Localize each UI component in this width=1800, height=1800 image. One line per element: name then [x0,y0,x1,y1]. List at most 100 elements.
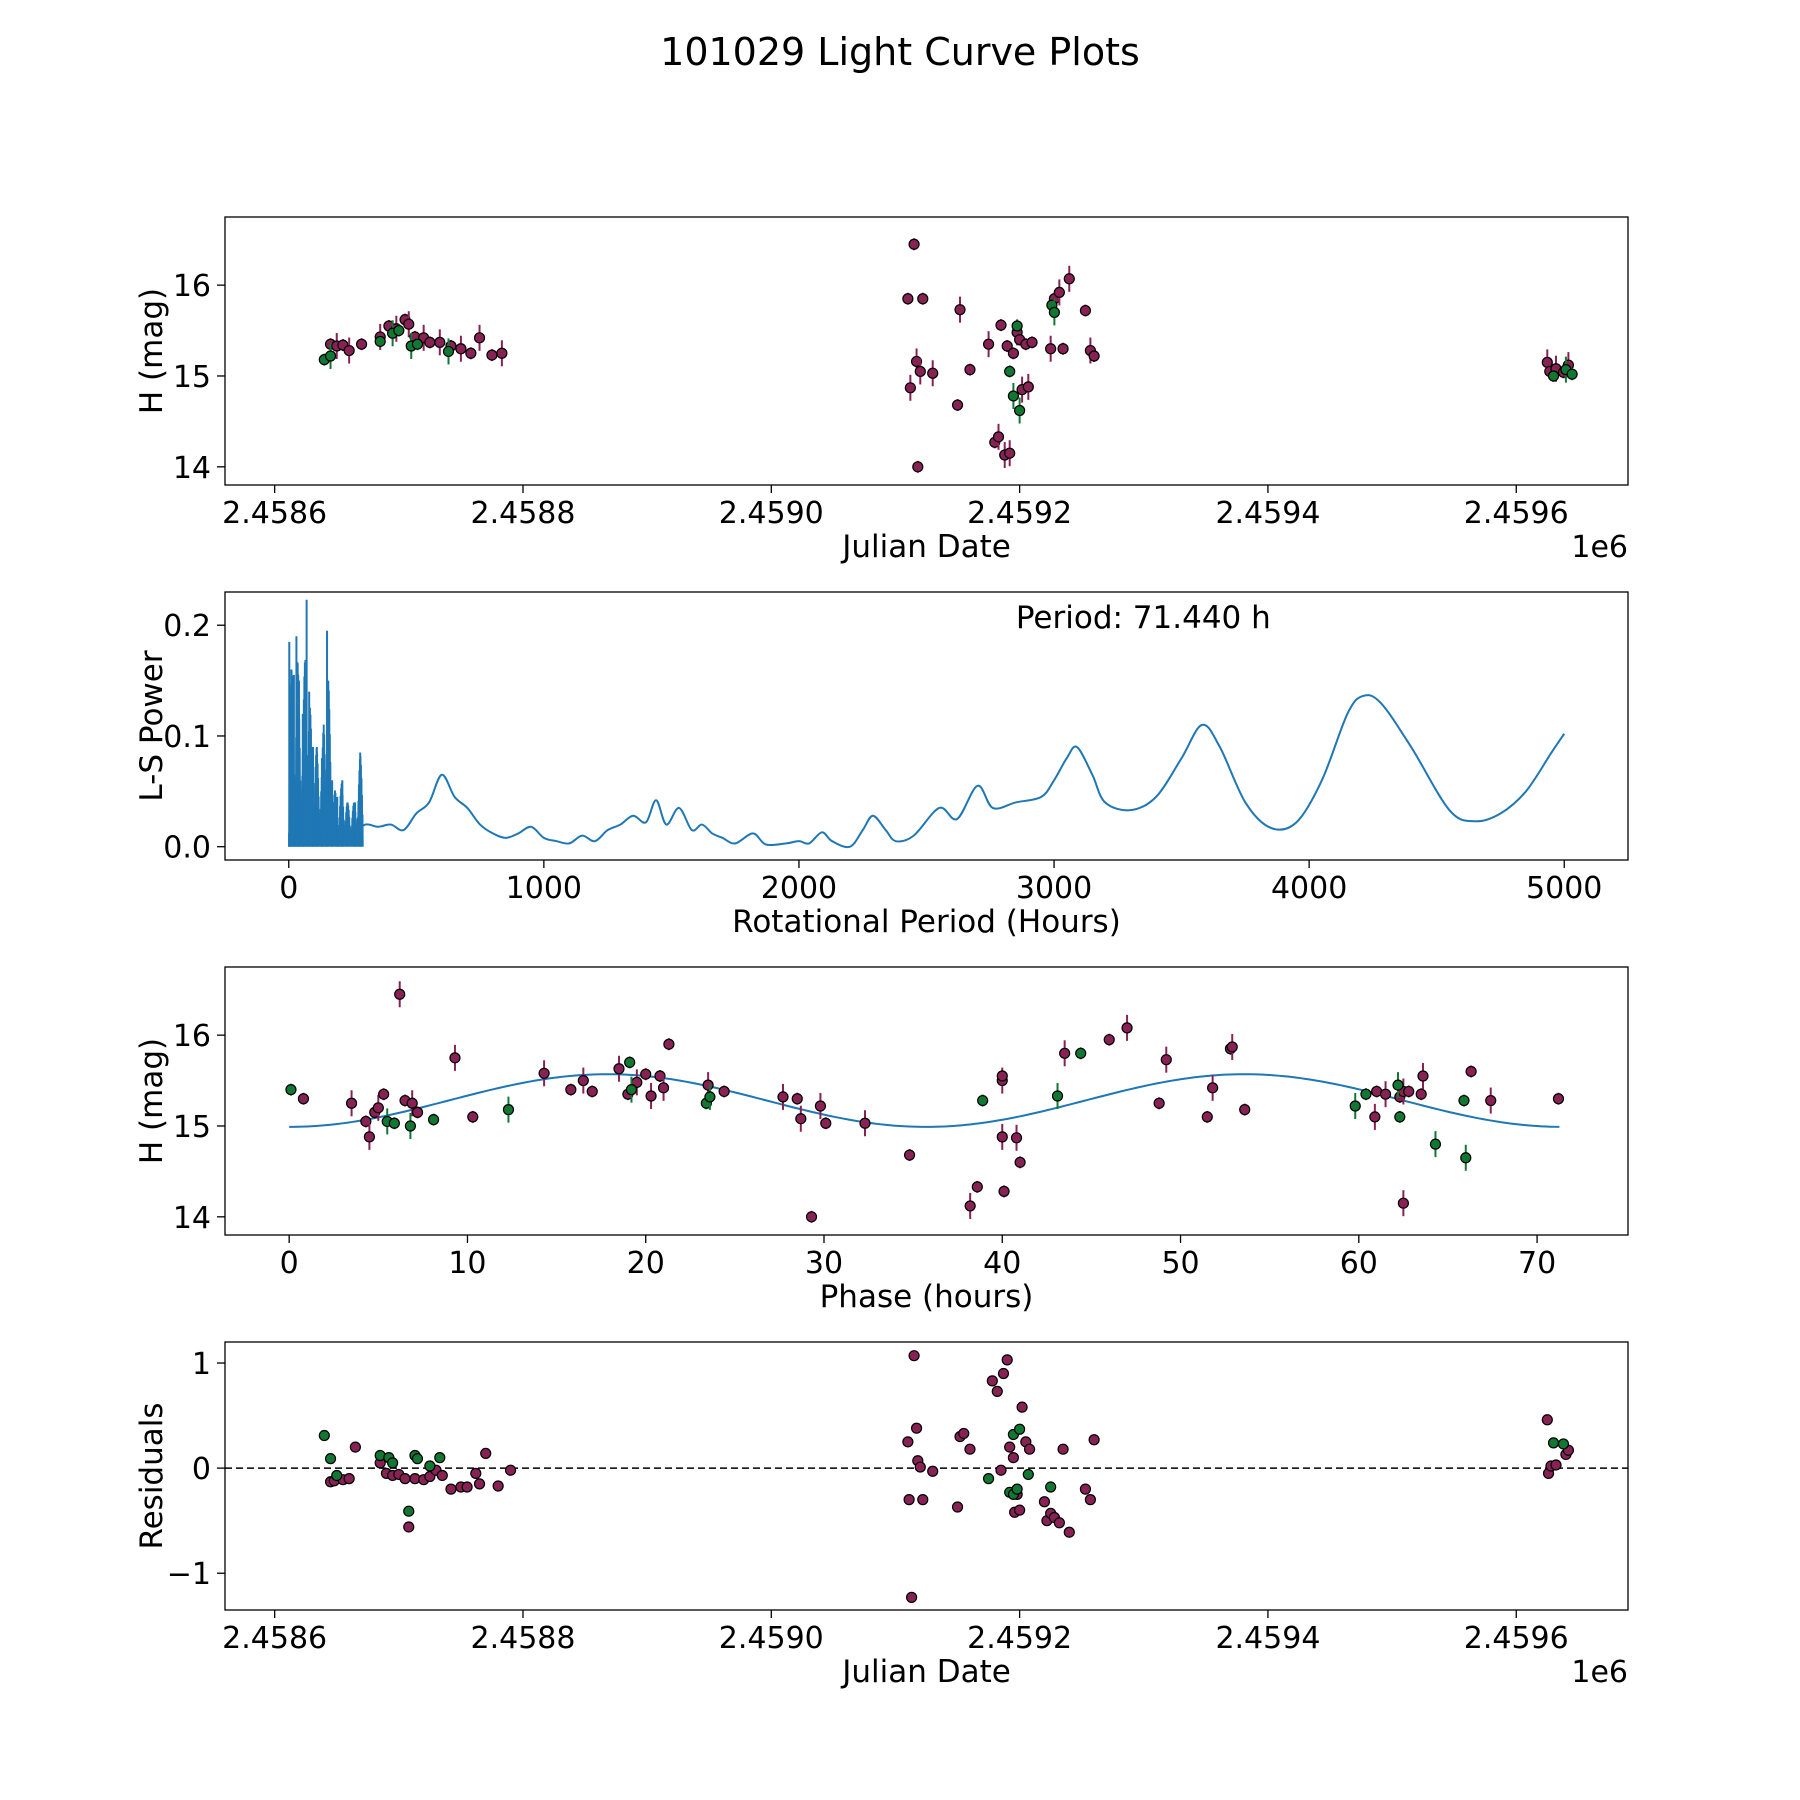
data-point [1084,1494,1096,1506]
data-point [997,1367,1010,1380]
x-offset-label: 1e6 [1571,530,1628,565]
data-point [971,1181,983,1193]
data-point [1045,343,1057,355]
data-point [1547,370,1560,382]
y-tick-label: 16 [173,1019,211,1054]
x-tick-label: 2.4590 [719,496,824,531]
data-point [1547,1437,1560,1449]
data-point [1201,1111,1213,1123]
data-point [1010,1132,1023,1144]
data-point [1004,447,1016,459]
data-point [917,1494,929,1506]
data-point [964,1200,976,1212]
x-tick-label: 2.4590 [719,1621,824,1656]
data-point [331,1469,343,1482]
data-point [613,1063,625,1075]
data-point [996,1131,1008,1143]
data-point [1541,1414,1553,1426]
data-point [1397,1197,1409,1209]
data-point [1001,1354,1013,1366]
x-axis-label: Rotational Period (Hours) [732,904,1121,940]
x-tick-label: 2.4592 [967,496,1072,531]
data-point [449,1052,461,1064]
data-point [951,1501,964,1513]
data-point [992,431,1005,443]
data-point [1022,381,1034,393]
x-tick-label: 30 [805,1246,843,1281]
data-point [820,1117,832,1129]
x-tick-label: 2.4588 [470,1621,575,1656]
data-point [1059,1047,1071,1059]
model-fit-curve [289,1073,1560,1128]
data-point [718,1085,730,1098]
data-point [859,1117,871,1129]
data-point [914,365,926,378]
data-point [914,1461,926,1473]
data-point [404,1120,417,1132]
series-filter-2 [318,1423,1570,1517]
axes-frame [224,591,1629,861]
x-axis-label: Julian Date [840,1654,1011,1690]
data-point [502,1104,515,1116]
data-point [1053,286,1065,299]
data-point [902,1436,914,1448]
period-annotation: Period: 71.440 h [1016,600,1271,636]
data-point [1417,1070,1429,1082]
data-point [372,1102,384,1114]
x-tick-label: 2.4586 [222,1621,327,1656]
data-point [586,1085,598,1098]
data-point [1207,1082,1219,1094]
data-point [363,1131,376,1143]
y-axis-label: Residuals [134,1402,170,1549]
plot-area [318,238,1578,473]
data-point [777,1091,789,1103]
data-point [486,349,498,361]
data-point [1063,1526,1075,1538]
data-point [1048,306,1060,318]
data-point [903,1494,915,1506]
data-point [378,1088,390,1100]
data-point [791,1093,803,1105]
data-point [951,399,964,411]
x-tick-label: 10 [448,1246,486,1281]
periodogram-panel: 0 1000 2000 3000 4000 5000 0.0 0.1 0.2 Rotational… [134,591,1629,940]
data-point [977,1094,989,1107]
data-point [434,1452,446,1464]
x-tick-label: 1000 [506,871,582,906]
data-point [654,1070,666,1082]
data-point [998,1185,1010,1197]
data-point [1038,1496,1051,1508]
data-point [424,1460,436,1472]
x-tick-label: 0 [280,1246,299,1281]
data-point [393,324,405,337]
x-tick-label: 0 [279,871,298,906]
data-point [427,1114,440,1126]
data-point [1004,365,1016,378]
y-tick-label: 1 [192,1347,211,1382]
y-tick-label: 0.1 [163,720,211,755]
data-point [442,345,455,358]
y-tick-label: 0.0 [163,831,211,866]
y-tick-label: 14 [173,1201,211,1236]
data-point [470,1467,482,1479]
series-filter-1 [324,238,1575,473]
data-point [1349,1100,1361,1112]
x-offset-label: 1e6 [1571,1655,1628,1690]
series-filter-2 [285,1047,1472,1171]
data-point [795,1113,807,1125]
data-point [814,1100,827,1112]
x-tick-label: 3000 [1016,871,1092,906]
data-point [324,350,337,362]
data-point [1550,1459,1562,1471]
plot-area [288,599,1566,849]
data-point [912,461,924,473]
data-point [436,1469,448,1482]
y-tick-label: −1 [167,1557,211,1592]
axes-frame [224,1341,1629,1611]
data-point [964,1443,976,1455]
data-point [1063,273,1075,285]
data-point [663,1038,675,1050]
data-point [1394,1111,1406,1123]
data-point [991,1385,1003,1397]
data-point [406,1097,418,1109]
